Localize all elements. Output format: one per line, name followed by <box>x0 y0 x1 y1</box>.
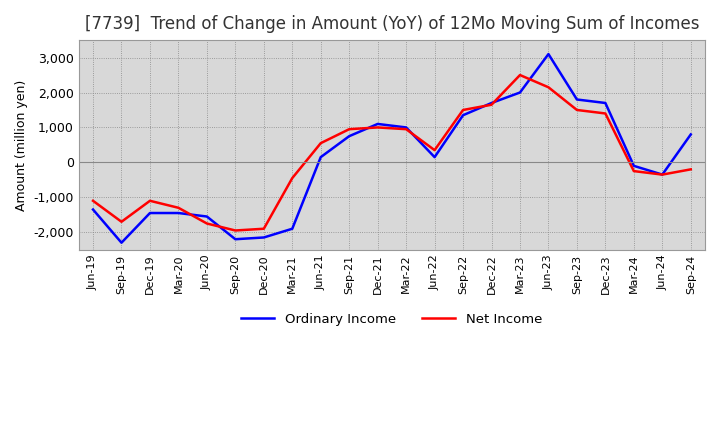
Net Income <box>572 107 581 113</box>
Net Income <box>374 125 382 130</box>
Ordinary Income <box>89 207 97 212</box>
Ordinary Income <box>117 240 126 246</box>
Net Income <box>117 219 126 224</box>
Net Income <box>487 102 496 107</box>
Ordinary Income <box>174 210 183 216</box>
Ordinary Income <box>459 113 467 118</box>
Net Income <box>345 127 354 132</box>
Ordinary Income <box>316 154 325 160</box>
Net Income <box>459 107 467 113</box>
Net Income <box>544 84 553 90</box>
Ordinary Income <box>402 125 410 130</box>
Net Income <box>686 167 695 172</box>
Line: Ordinary Income: Ordinary Income <box>93 54 690 243</box>
Ordinary Income <box>516 90 524 95</box>
Ordinary Income <box>202 214 211 219</box>
Net Income <box>431 147 439 153</box>
Line: Net Income: Net Income <box>93 75 690 231</box>
Ordinary Income <box>601 100 610 106</box>
Ordinary Income <box>145 210 154 216</box>
Net Income <box>231 228 240 233</box>
Y-axis label: Amount (million yen): Amount (million yen) <box>15 79 28 210</box>
Ordinary Income <box>487 100 496 106</box>
Net Income <box>316 140 325 146</box>
Ordinary Income <box>259 235 268 240</box>
Net Income <box>601 111 610 116</box>
Ordinary Income <box>686 132 695 137</box>
Net Income <box>658 172 667 177</box>
Ordinary Income <box>231 237 240 242</box>
Title: [7739]  Trend of Change in Amount (YoY) of 12Mo Moving Sum of Incomes: [7739] Trend of Change in Amount (YoY) o… <box>85 15 699 33</box>
Net Income <box>629 169 638 174</box>
Ordinary Income <box>345 133 354 139</box>
Ordinary Income <box>288 226 297 231</box>
Legend: Ordinary Income, Net Income: Ordinary Income, Net Income <box>236 308 548 331</box>
Net Income <box>516 73 524 78</box>
Ordinary Income <box>658 172 667 177</box>
Net Income <box>259 226 268 231</box>
Net Income <box>288 176 297 181</box>
Ordinary Income <box>374 121 382 127</box>
Ordinary Income <box>431 154 439 160</box>
Net Income <box>89 198 97 203</box>
Net Income <box>402 127 410 132</box>
Net Income <box>145 198 154 203</box>
Ordinary Income <box>544 51 553 57</box>
Net Income <box>202 221 211 226</box>
Net Income <box>174 205 183 210</box>
Ordinary Income <box>572 97 581 102</box>
Ordinary Income <box>629 163 638 169</box>
